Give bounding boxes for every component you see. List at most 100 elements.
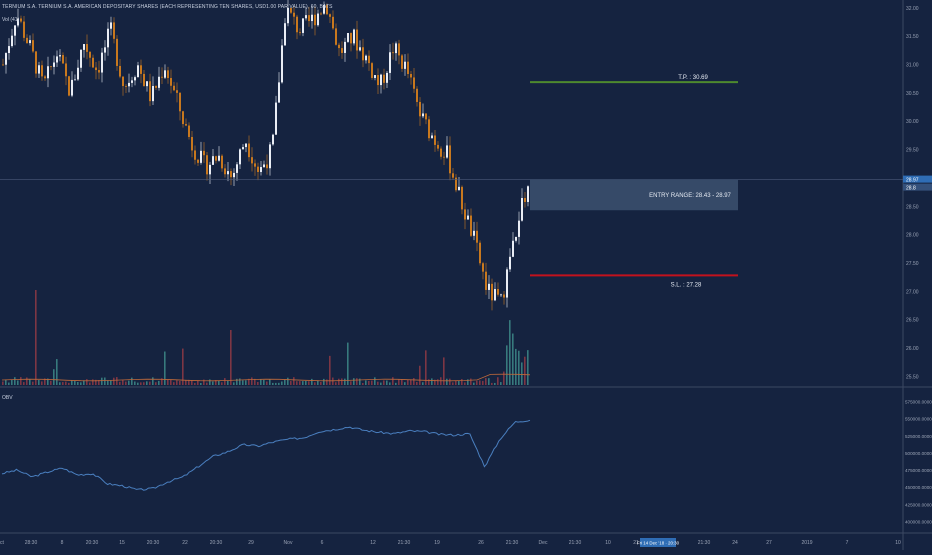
candle-body (398, 43, 400, 56)
volume-bar (506, 345, 508, 385)
candle-body (287, 7, 289, 24)
volume-bar (311, 378, 313, 385)
volume-bar (422, 382, 424, 385)
candle-body (470, 215, 472, 236)
candle-body (311, 14, 313, 22)
time-tick-label: 10 (895, 540, 901, 546)
candle-body (353, 29, 355, 44)
candle-body (428, 119, 430, 139)
volume-bar (524, 356, 526, 385)
candle-body (497, 289, 499, 295)
volume-bar (89, 382, 91, 385)
time-tick-label: Dec (539, 540, 548, 546)
time-highlight-tag (640, 538, 676, 547)
candle-body (251, 157, 253, 164)
last-price-tag-b (903, 183, 932, 191)
candle-body (50, 66, 52, 68)
candle-body (494, 289, 496, 301)
volume-bar (47, 378, 49, 385)
candle-body (23, 21, 25, 38)
volume-bar (302, 381, 304, 385)
volume-bar (203, 379, 205, 385)
price-tick-label: 31.50 (906, 34, 919, 40)
volume-bar (284, 379, 286, 385)
volume-bar (188, 379, 190, 385)
time-tick-label: 2019 (801, 540, 812, 546)
candle-body (86, 44, 88, 52)
volume-bar (287, 377, 289, 385)
candle-body (110, 22, 112, 29)
volume-bar (59, 382, 61, 385)
volume-bar (320, 381, 322, 385)
time-tick-label: 20:30 (147, 540, 160, 546)
last-price-tag (903, 175, 932, 183)
volume-bar (8, 382, 10, 385)
volume-bar (329, 355, 331, 385)
candle-body (350, 32, 352, 44)
volume-bar (482, 380, 484, 385)
volume-bar (503, 371, 505, 385)
volume-bar (11, 379, 13, 385)
candle-body (347, 32, 349, 42)
volume-bar (305, 380, 307, 385)
candle-body (53, 62, 55, 67)
candle-body (458, 186, 460, 191)
obv-tick-label: 575000.0000 (905, 399, 932, 404)
volume-bar (494, 382, 496, 385)
candle-body (2, 64, 4, 66)
candle-body (365, 55, 367, 61)
volume-bar (128, 380, 130, 385)
candle-body (284, 23, 286, 46)
volume-bar (5, 379, 7, 385)
candle-body (38, 65, 40, 74)
volume-bar (437, 379, 439, 385)
volume-bar (338, 378, 340, 385)
candle-body (377, 75, 379, 86)
volume-bar (323, 378, 325, 385)
volume-bar (353, 378, 355, 385)
candle-body (107, 28, 109, 48)
candle-body (248, 143, 250, 158)
time-tick-label: 21:30 (569, 540, 582, 546)
volume-bar (452, 382, 454, 385)
candle-body (176, 90, 178, 93)
volume-bar (464, 382, 466, 385)
volume-bar (251, 377, 253, 385)
candle-body (464, 209, 466, 220)
volume-bar (125, 381, 127, 385)
volume-bar (227, 380, 229, 385)
candle-body (167, 70, 169, 79)
volume-bar (317, 380, 319, 385)
volume-bar (116, 377, 118, 385)
volume-bar (155, 382, 157, 385)
candle-body (239, 149, 241, 165)
candle-body (203, 150, 205, 156)
candle-body (218, 155, 220, 161)
volume-label: Vol (41) (2, 17, 20, 23)
price-tick-label: 26.00 (906, 346, 919, 352)
volume-bar (182, 348, 184, 385)
candle-body (488, 283, 490, 290)
candle-body (314, 14, 316, 26)
candle-body (137, 65, 139, 78)
candle-body (227, 171, 229, 175)
candle-body (209, 164, 211, 175)
entry-range-label: ENTRY RANGE: 28.43 - 28.97 (649, 193, 731, 199)
obv-tick-label: 400000.0000 (905, 520, 932, 525)
candle-body (212, 156, 214, 165)
volume-bar (158, 380, 160, 385)
entry-range-box (530, 179, 738, 211)
price-tick-label: 27.00 (906, 289, 919, 295)
candle-body (320, 13, 322, 15)
time-tick-label: Nov (284, 540, 293, 546)
candle-body (134, 77, 136, 81)
candle-body (35, 51, 37, 74)
candle-body (104, 47, 106, 53)
volume-bar (380, 382, 382, 385)
volume-bar (275, 382, 277, 385)
time-tick-label: 28:30 (25, 540, 38, 546)
candle-body (344, 41, 346, 53)
volume-bar (107, 380, 109, 385)
